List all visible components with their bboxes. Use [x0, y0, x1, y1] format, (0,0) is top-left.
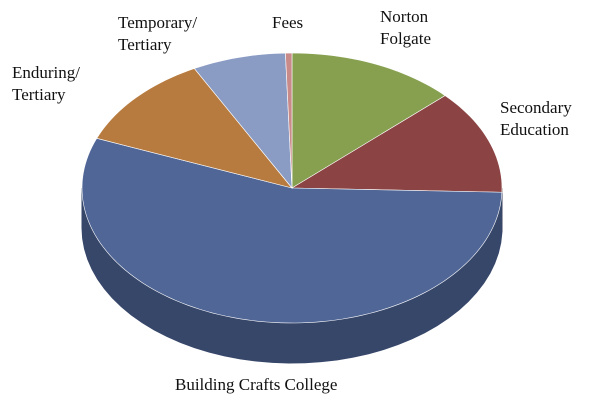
slice-label: Enduring/ Tertiary: [12, 63, 80, 104]
slice-label: Fees: [272, 13, 304, 32]
slice: [193, 52, 293, 189]
slice: [291, 52, 446, 189]
slice: [290, 95, 503, 193]
slice-label: Norton Folgate: [380, 7, 431, 48]
slice: [96, 68, 293, 189]
slice-label: Temporary/ Tertiary: [118, 13, 198, 54]
slice-label: Secondary Education: [500, 98, 572, 139]
slice: [81, 137, 503, 324]
slice: [285, 52, 293, 189]
slice-label: Building Crafts College: [175, 375, 338, 394]
